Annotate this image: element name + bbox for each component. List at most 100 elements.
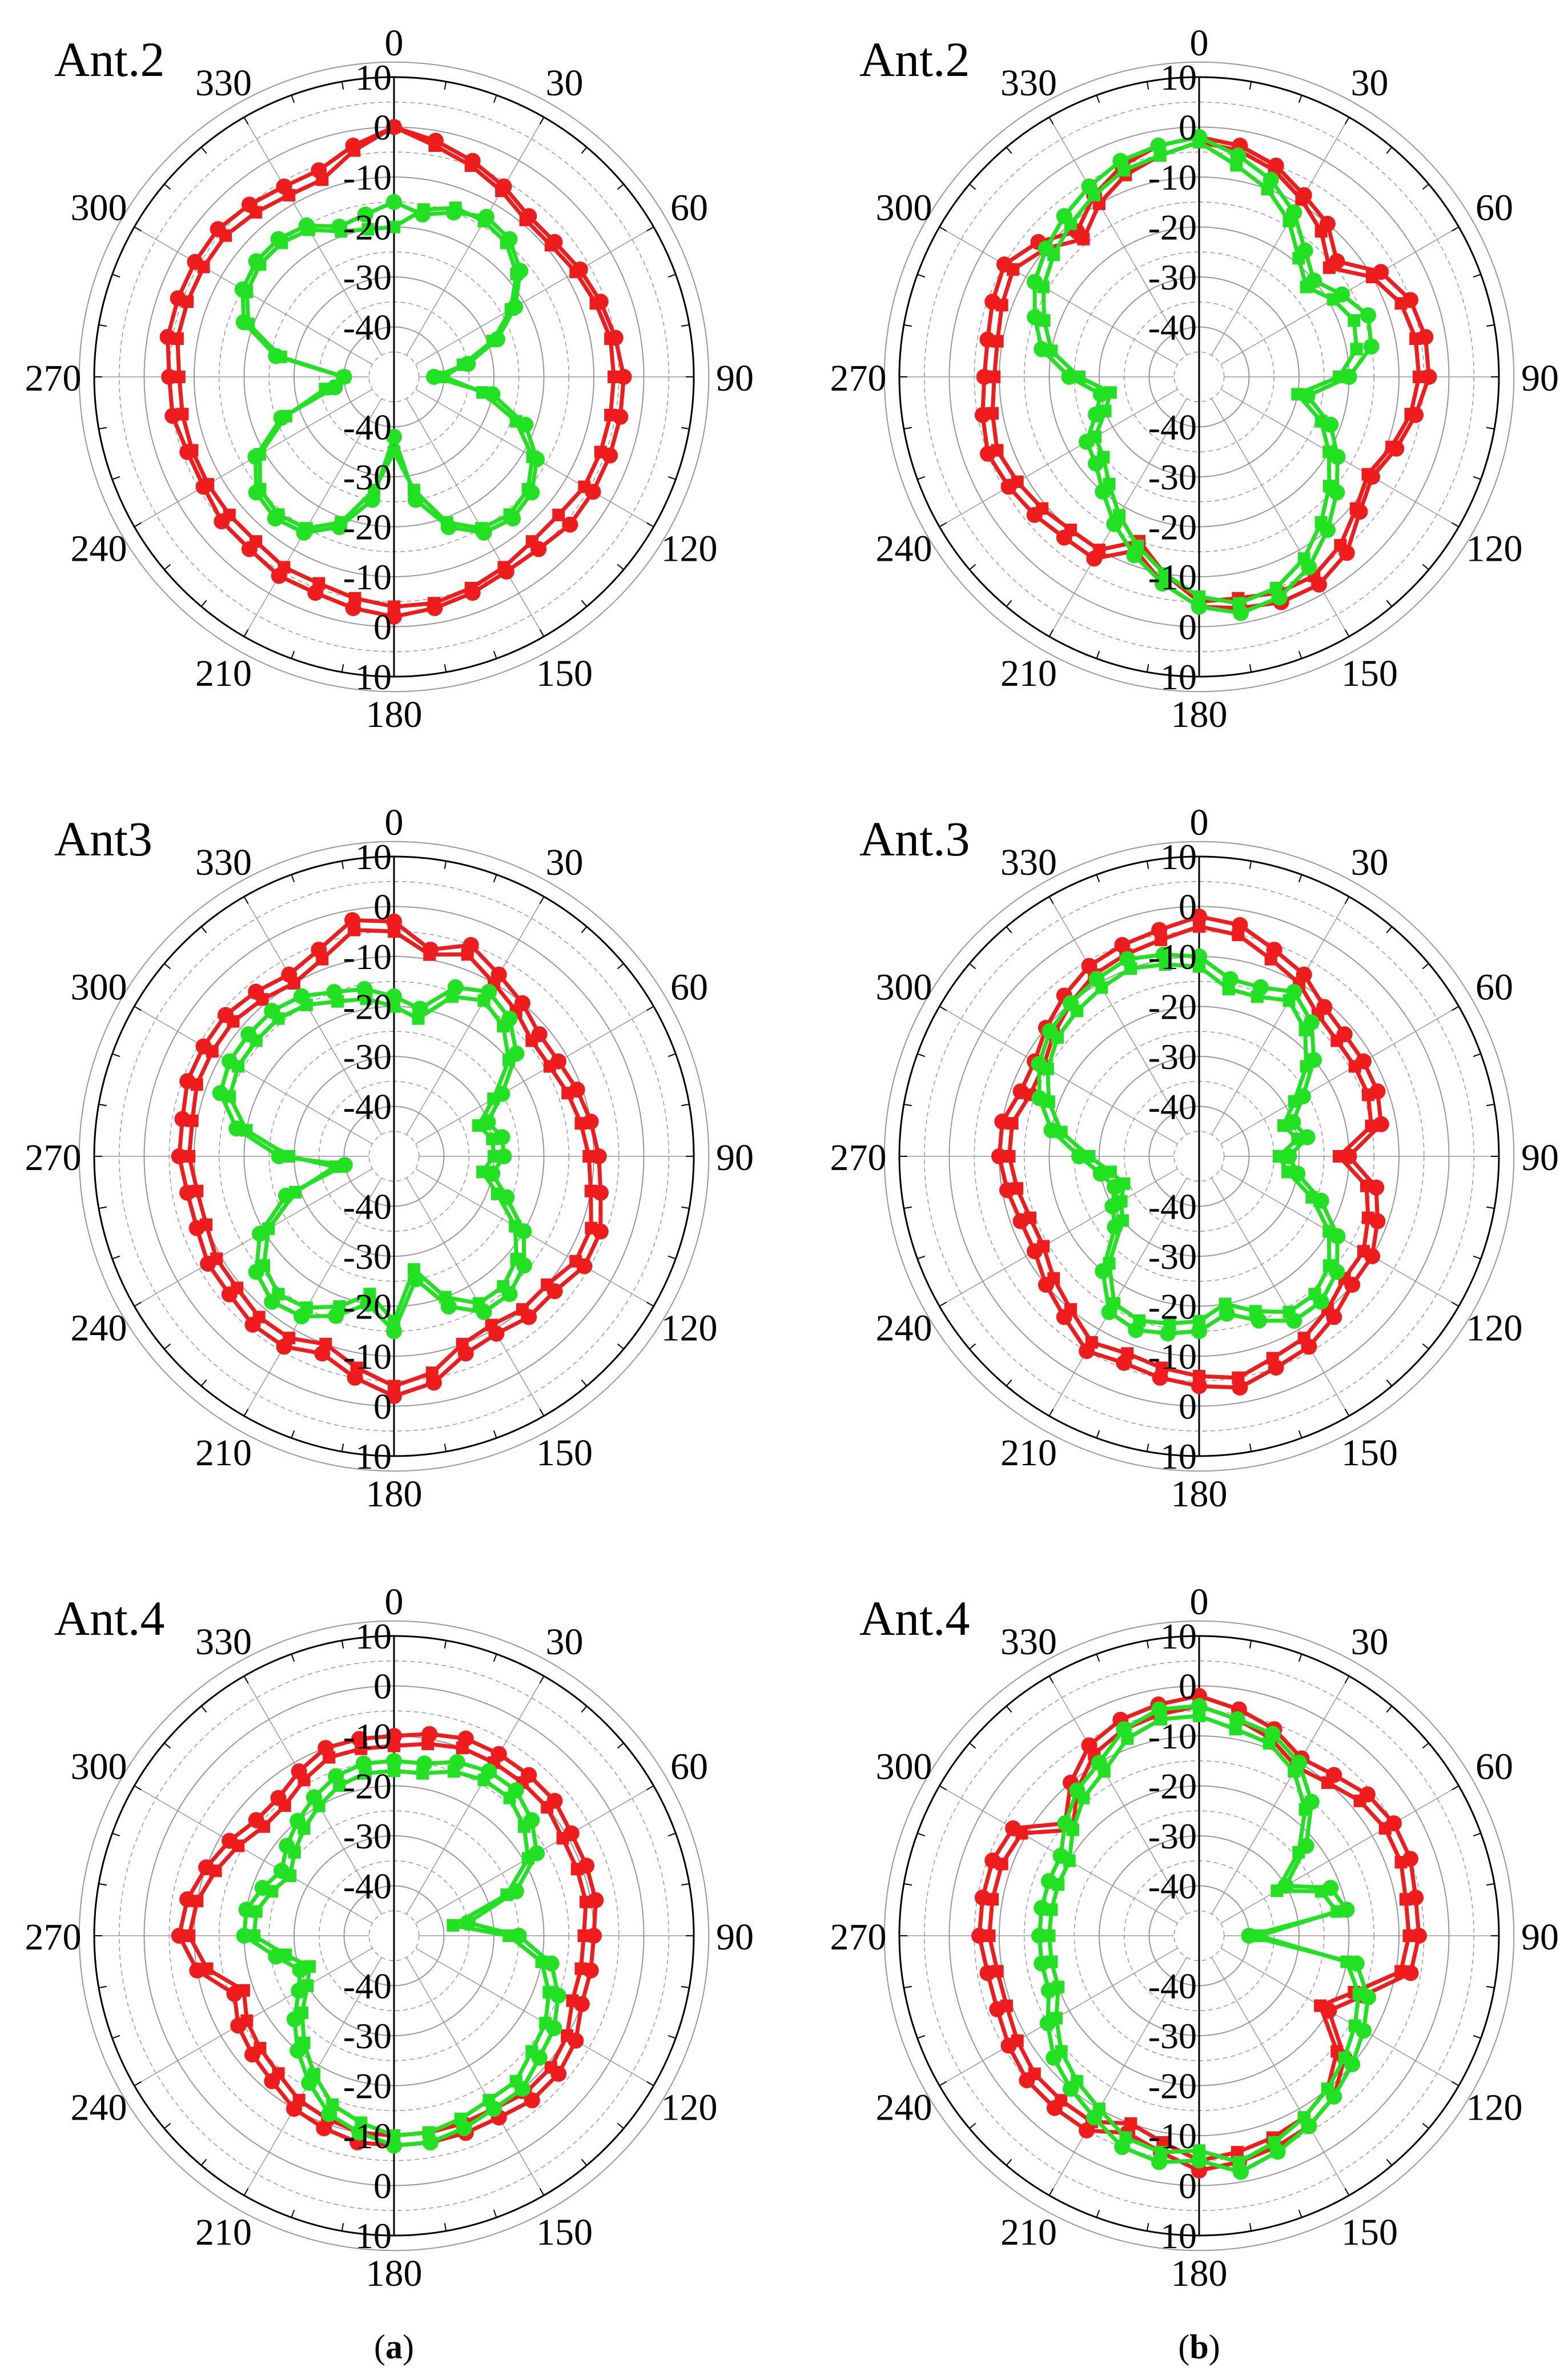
frame-tick (1344, 629, 1350, 637)
data-point-red-square (485, 1318, 498, 1332)
data-point-green-square (232, 1060, 245, 1073)
frame-tick (668, 2035, 676, 2039)
frame-tick (1473, 1832, 1481, 1837)
angle-tick-label: 30 (546, 62, 584, 104)
radial-tick-label: 0 (1179, 1666, 1197, 1707)
frame-tick (939, 226, 947, 232)
frame-tick (917, 2035, 926, 2039)
data-point-red-square (278, 561, 291, 574)
data-point-red-square (223, 508, 236, 521)
angle-tick-label: 210 (195, 1432, 252, 1474)
data-point-green-square (1282, 994, 1296, 1007)
data-point-green-square (1158, 567, 1171, 580)
angle-tick-label: 90 (716, 357, 754, 399)
data-point-green-square (1088, 188, 1101, 202)
frame-tick (1249, 2223, 1252, 2232)
radial-tick-label: -30 (343, 457, 392, 497)
angle-tick-label: 330 (195, 1621, 252, 1663)
data-point-green-square (274, 351, 287, 364)
panel-title: Ant3 (54, 811, 152, 866)
angle-tick-label: 180 (1171, 1473, 1228, 1515)
angle-tick-label: 240 (70, 2087, 127, 2129)
data-point-red-square (604, 332, 617, 345)
data-point-green-square (333, 1779, 346, 1792)
frame-tick (134, 1006, 142, 1011)
frame-tick (1344, 2188, 1350, 2196)
data-point-green-square (1251, 990, 1264, 1003)
data-point-red-square (1394, 297, 1408, 310)
data-point-red-square (272, 2067, 285, 2080)
data-point-green-square (1071, 1004, 1084, 1018)
data-point-red-square (219, 229, 232, 242)
frame-tick (1452, 1785, 1460, 1791)
grid-spoke (1211, 398, 1350, 637)
frame-tick (646, 1785, 654, 1791)
data-point-green-square (300, 1301, 313, 1314)
frame-tick (646, 1006, 654, 1011)
data-point-green-square (1042, 1095, 1055, 1108)
data-point-green-square (472, 1297, 485, 1310)
data-point-green-square (279, 409, 292, 423)
data-point-red-square (423, 948, 436, 961)
data-point-red-square (250, 206, 263, 219)
data-point-red-square (456, 1337, 469, 1350)
data-point-red-square (1232, 928, 1245, 942)
angle-tick-label: 270 (830, 1137, 887, 1179)
data-point-red-square (1003, 1150, 1016, 1163)
frame-tick (1249, 1640, 1252, 1649)
angle-tick-label: 30 (546, 1621, 584, 1663)
frame-tick (341, 81, 344, 90)
data-point-red-square (986, 1893, 999, 1906)
frame-tick (243, 1409, 249, 1417)
data-point-green-square (1117, 1177, 1131, 1190)
data-point-green-square (416, 1767, 429, 1780)
data-point-red-square (461, 948, 474, 961)
frame-tick (134, 1301, 142, 1307)
frame-tick (1386, 1379, 1393, 1386)
data-point-green-square (360, 992, 373, 1006)
data-point-green-square (456, 358, 469, 371)
frame-tick (1386, 147, 1393, 154)
grid-spoke (415, 1168, 654, 1307)
data-point-red-square (544, 2061, 557, 2074)
data-point-red-square (1321, 1776, 1334, 1789)
frame-tick (112, 274, 120, 278)
data-point-red-square (171, 332, 184, 345)
data-point-green-square (500, 236, 513, 250)
data-point-green-square (483, 2093, 496, 2106)
frame-tick (969, 1343, 976, 1350)
frame-tick (98, 1103, 107, 1107)
data-point-green-square (1229, 1723, 1242, 1736)
data-point-red-square (323, 1751, 336, 1764)
angle-tick-label: 150 (1341, 653, 1398, 694)
frame-tick (903, 427, 912, 430)
grid-spoke (243, 896, 382, 1135)
polar-panels: 100-10-20-30-40-40-30-20-100100306090120… (25, 22, 1559, 2294)
data-point-green-square (1249, 1305, 1262, 1318)
data-point-green-square (283, 1150, 296, 1163)
frame-tick (917, 1832, 926, 1837)
data-point-green-square (1097, 1765, 1111, 1778)
data-point-green-square (1269, 582, 1282, 595)
frame-tick (98, 1883, 107, 1886)
frame-tick (1298, 1654, 1302, 1662)
angle-tick-label: 240 (70, 528, 127, 570)
radial-tick-label: 0 (1179, 1386, 1197, 1427)
data-point-red-square (240, 2014, 254, 2027)
data-point-green-square (449, 201, 462, 214)
data-point-green-square (1133, 1314, 1146, 1327)
data-point-green-square (447, 1765, 460, 1778)
data-point-green-square (521, 483, 534, 496)
data-point-green-square (1297, 2111, 1310, 2124)
radial-tick-label: -20 (343, 1766, 392, 1807)
data-point-green-square (1045, 1903, 1058, 1916)
data-point-red-square (254, 2041, 267, 2055)
data-point-red-square (183, 1150, 196, 1163)
data-point-red-square (1047, 1272, 1060, 1285)
data-point-green-square (1333, 371, 1345, 383)
grid-spoke (415, 1006, 654, 1144)
angle-tick-label: 0 (385, 802, 404, 843)
data-point-red-square (250, 535, 263, 548)
frame-tick (903, 1985, 912, 1989)
radial-tick-label: -30 (343, 257, 392, 298)
